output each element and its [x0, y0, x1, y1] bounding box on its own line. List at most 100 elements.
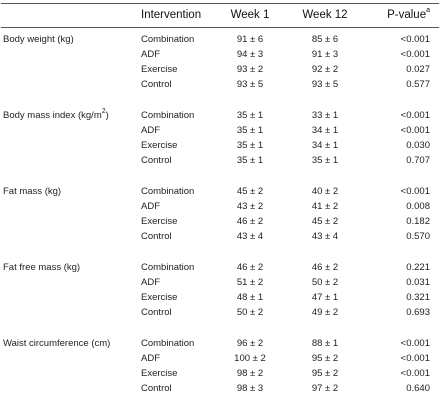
- week12-cell: 92 ± 2: [311, 64, 339, 75]
- table-row: Exercise 98 ± 2 95 ± 2 <0.001: [0, 367, 440, 382]
- intervention-cell: Combination: [141, 34, 195, 45]
- pvalue-cell: 0.030: [406, 140, 430, 151]
- table-row: Control 35 ± 1 35 ± 1 0.707: [0, 154, 440, 169]
- week12-cell: 34 ± 1: [311, 125, 339, 136]
- pvalue-cell: 0.570: [406, 231, 430, 242]
- week12-cell: 47 ± 1: [311, 292, 339, 303]
- measure-group: Body mass index (kg/m2) Combination 35 ± 1…: [0, 107, 440, 173]
- top-rule: [1, 3, 439, 4]
- week12-cell: 49 ± 2: [311, 307, 339, 318]
- pvalue-cell: <0.001: [400, 353, 430, 364]
- measure-group: Body weight (kg) Combination 91 ± 6 85 ± 6 <…: [0, 33, 440, 97]
- measure-label-text: Body mass index (kg/m: [3, 110, 102, 121]
- pvalue-cell: 0.640: [406, 383, 430, 394]
- week1-cell: 35 ± 1: [236, 110, 264, 121]
- intervention-cell: Combination: [141, 338, 195, 349]
- table-row: Control 93 ± 5 93 ± 5 0.577: [0, 78, 440, 93]
- week12-cell: 43 ± 4: [311, 231, 339, 242]
- week1-cell: 93 ± 5: [236, 79, 264, 90]
- week1-cell: 50 ± 2: [236, 307, 264, 318]
- pvalue-cell: <0.001: [400, 186, 430, 197]
- header-pvalue-footnote: a: [426, 7, 430, 15]
- pvalue-cell: <0.001: [400, 49, 430, 60]
- measure-group: Fat mass (kg) Combination 45 ± 2 40 ± 2 <0.0…: [0, 185, 440, 249]
- week1-cell: 94 ± 3: [236, 49, 264, 60]
- week12-cell: 41 ± 2: [311, 201, 339, 212]
- table-row: Combination 96 ± 2 88 ± 1 <0.001: [0, 337, 440, 352]
- measure-label: Waist circumference (cm): [3, 337, 110, 351]
- measure-label-superscript: 2: [101, 107, 106, 115]
- intervention-cell: Combination: [141, 262, 195, 273]
- week12-cell: 35 ± 1: [311, 155, 339, 166]
- week12-cell: 33 ± 1: [311, 110, 339, 121]
- intervention-cell: Control: [141, 155, 172, 166]
- week12-cell: 40 ± 2: [311, 186, 339, 197]
- pvalue-cell: 0.707: [406, 155, 430, 166]
- measure-label-suffix: ): [105, 110, 109, 121]
- week1-cell: 93 ± 2: [236, 64, 264, 75]
- intervention-cell: ADF: [141, 277, 160, 288]
- intervention-cell: Exercise: [141, 216, 178, 227]
- pvalue-cell: <0.001: [400, 368, 430, 379]
- measure-group: Waist circumference (cm) Combination 96 ± …: [0, 337, 440, 401]
- week12-cell: 95 ± 2: [311, 368, 339, 379]
- intervention-cell: ADF: [141, 201, 160, 212]
- measure-label-text: Fat mass (kg): [3, 186, 62, 197]
- pvalue-cell: <0.001: [400, 338, 430, 349]
- header-pvalue: P-valuea: [358, 7, 430, 22]
- intervention-cell: ADF: [141, 49, 160, 60]
- table-row: ADF 94 ± 3 91 ± 3 <0.001: [0, 48, 440, 63]
- measure-label: Fat mass (kg): [3, 185, 61, 199]
- week1-cell: 35 ± 1: [236, 125, 264, 136]
- week1-cell: 98 ± 3: [236, 383, 264, 394]
- week12-cell: 97 ± 2: [311, 383, 339, 394]
- intervention-cell: ADF: [141, 353, 160, 364]
- intervention-cell: Exercise: [141, 140, 178, 151]
- intervention-cell: Exercise: [141, 292, 178, 303]
- pvalue-cell: 0.182: [406, 216, 430, 227]
- table-row: Combination 91 ± 6 85 ± 6 <0.001: [0, 33, 440, 48]
- measure-label-text: Body weight (kg): [3, 34, 74, 45]
- pvalue-cell: 0.693: [406, 307, 430, 318]
- table-row: Control 43 ± 4 43 ± 4 0.570: [0, 230, 440, 245]
- header-intervention: Intervention: [141, 9, 202, 21]
- week1-cell: 91 ± 6: [236, 34, 264, 45]
- week1-cell: 43 ± 2: [236, 201, 264, 212]
- intervention-cell: Control: [141, 79, 172, 90]
- pvalue-cell: <0.001: [400, 110, 430, 121]
- pvalue-cell: <0.001: [400, 125, 430, 136]
- table-row: Control 98 ± 3 97 ± 2 0.640: [0, 382, 440, 397]
- table-row: ADF 51 ± 2 50 ± 2 0.031: [0, 276, 440, 291]
- pvalue-cell: <0.001: [400, 34, 430, 45]
- intervention-cell: Control: [141, 231, 172, 242]
- measure-label: Fat free mass (kg): [3, 261, 80, 275]
- header-rule: [1, 27, 439, 28]
- table-row: Combination 35 ± 1 33 ± 1 <0.001: [0, 109, 440, 124]
- intervention-cell: Exercise: [141, 368, 178, 379]
- table-row: Exercise 46 ± 2 45 ± 2 0.182: [0, 215, 440, 230]
- measure-label: Body mass index (kg/m2): [3, 107, 109, 123]
- week1-cell: 35 ± 1: [236, 140, 264, 151]
- header-week12: Week 12: [302, 9, 348, 21]
- table-row: Combination 45 ± 2 40 ± 2 <0.001: [0, 185, 440, 200]
- measure-label-text: Waist circumference (cm): [3, 338, 111, 349]
- table-row: ADF 100 ± 2 95 ± 2 <0.001: [0, 352, 440, 367]
- week1-cell: 100 ± 2: [234, 353, 266, 364]
- week12-cell: 85 ± 6: [311, 34, 339, 45]
- pvalue-cell: 0.027: [406, 64, 430, 75]
- week12-cell: 93 ± 5: [311, 79, 339, 90]
- measure-group: Fat free mass (kg) Combination 46 ± 2 46 ± …: [0, 261, 440, 325]
- week1-cell: 43 ± 4: [236, 231, 264, 242]
- pvalue-cell: 0.321: [406, 292, 430, 303]
- intervention-cell: Exercise: [141, 64, 178, 75]
- pvalue-cell: 0.577: [406, 79, 430, 90]
- week12-cell: 46 ± 2: [311, 262, 339, 273]
- table-row: Exercise 93 ± 2 92 ± 2 0.027: [0, 63, 440, 78]
- pvalue-cell: 0.031: [406, 277, 430, 288]
- week1-cell: 35 ± 1: [236, 155, 264, 166]
- header-pvalue-text: P-value: [387, 9, 427, 21]
- intervention-cell: Combination: [141, 186, 195, 197]
- table-row: ADF 35 ± 1 34 ± 1 <0.001: [0, 124, 440, 139]
- week12-cell: 34 ± 1: [311, 140, 339, 151]
